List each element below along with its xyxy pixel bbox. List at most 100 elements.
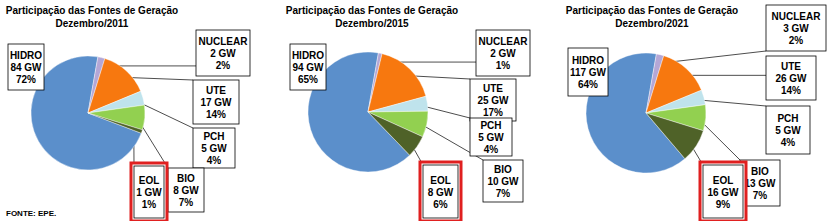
pie: [31, 56, 145, 170]
label-frame: [470, 118, 512, 156]
gw-label: 1 GW: [136, 187, 162, 198]
label-box: PCH5 GW4%: [470, 118, 512, 156]
label-box: HIDRO94 GW65%: [290, 44, 326, 90]
slice-label: BIO: [177, 173, 195, 184]
label-frame: [196, 30, 250, 76]
gw-label: 26 GW: [775, 73, 807, 84]
gw-label: 5 GW: [478, 132, 504, 143]
gw-label: 25 GW: [477, 95, 509, 106]
gw-label: 84 GW: [10, 62, 42, 73]
slice-label: EOL: [430, 175, 451, 186]
pie-slice: [368, 96, 428, 112]
highlight-frame: [700, 162, 746, 221]
source-note: FONTE: EPE.: [6, 209, 56, 218]
slice-label: UTE: [781, 61, 801, 72]
label-frame: [568, 48, 608, 96]
label-box: UTE25 GW17%: [470, 79, 516, 121]
data-label: 7%: [753, 190, 768, 201]
chart-title: Participação das Fontes de Geração: [6, 5, 178, 16]
data-label: 64%: [578, 79, 598, 90]
gw-label: 3 GW: [783, 23, 809, 34]
slice-label: UTE: [483, 83, 503, 94]
pie-slice: [646, 113, 703, 159]
gw-label: 17 GW: [200, 97, 232, 108]
label-box: PCH5 GW4%: [193, 128, 235, 168]
highlight-frame: [420, 162, 461, 221]
data-label: 4%: [207, 155, 222, 166]
slice-label: EOL: [139, 175, 160, 186]
label-frame: [193, 128, 235, 168]
data-label: 14%: [781, 85, 801, 96]
label-box: NUCLEAR3 GW2%: [766, 5, 826, 51]
label-frame: [193, 80, 239, 124]
label-box: NUCLEAR2 GW2%: [196, 30, 250, 76]
pie-slice: [368, 112, 423, 155]
slice-label: HIDRO: [572, 55, 604, 66]
data-label: 4%: [484, 144, 499, 155]
chart-subtitle: Dezembro/2011: [56, 18, 129, 29]
slice-label: PCH: [203, 131, 224, 142]
pie-panel: Participação das Fontes de GeraçãoDezemb…: [566, 5, 826, 221]
label-box: EOL16 GW9%: [700, 162, 746, 221]
pie-slice: [88, 113, 142, 133]
pie-slice: [88, 105, 145, 130]
label-frame: [476, 30, 530, 76]
data-label: 65%: [298, 74, 318, 85]
gw-label: 117 GW: [570, 67, 607, 78]
label-frame: [290, 44, 326, 90]
gw-label: 94 GW: [292, 62, 324, 73]
label-frame: [470, 79, 516, 121]
label-frame: [703, 165, 743, 218]
chart-title: Participação das Fontes de Geração: [286, 5, 458, 16]
label-box: HIDRO84 GW72%: [8, 44, 44, 90]
gw-label: 2 GW: [210, 48, 236, 59]
chart-canvas: Participação das Fontes de Geração Dezemb…: [0, 0, 831, 221]
data-label: 2%: [789, 35, 804, 46]
label-frame: [766, 5, 826, 51]
data-label: 14%: [206, 109, 226, 120]
slice-label: BIO: [751, 166, 769, 177]
slice-label: BIO: [494, 164, 512, 175]
label-box: BIO10 GW7%: [483, 160, 523, 202]
label-box: BIO8 GW7%: [168, 168, 204, 212]
label-frame: [766, 56, 816, 100]
label-box: UTE26 GW14%: [766, 56, 816, 100]
data-label: 9%: [716, 199, 731, 210]
gw-label: 2 GW: [490, 48, 516, 59]
gw-label: 16 GW: [707, 187, 739, 198]
data-label: 1%: [142, 199, 157, 210]
data-label: 17%: [483, 107, 503, 118]
label-frame: [483, 160, 523, 202]
label-box: PCH5 GW4%: [766, 106, 810, 154]
chart-subtitle: Dezembro/2021: [615, 18, 689, 29]
data-label: 4%: [781, 137, 796, 148]
slice-label: NUCLEAR: [772, 11, 822, 22]
leader-line: [695, 100, 766, 106]
background: [0, 0, 831, 221]
data-label: 2%: [216, 60, 231, 71]
data-label: 1%: [496, 60, 511, 71]
slice-label: NUCLEAR: [479, 36, 529, 47]
label-frame: [423, 165, 458, 218]
label-frame: [766, 106, 810, 154]
label-box: NUCLEAR2 GW1%: [476, 30, 530, 76]
label-box: UTE17 GW14%: [193, 80, 239, 124]
slice-label: HIDRO: [10, 50, 42, 61]
data-label: 72%: [16, 74, 36, 85]
data-label: 6%: [433, 199, 448, 210]
gw-label: 5 GW: [201, 143, 227, 154]
gw-label: 8 GW: [428, 187, 454, 198]
gw-label: 10 GW: [487, 176, 519, 187]
label-box: EOL8 GW6%: [420, 162, 461, 221]
chart-subtitle: Dezembro/2015: [335, 18, 409, 29]
gw-label: 5 GW: [775, 125, 801, 136]
slice-label: NUCLEAR: [199, 36, 249, 47]
label-frame: [8, 44, 44, 90]
label-box: EOL1 GW1%: [131, 163, 167, 221]
label-frame: [134, 166, 164, 218]
slice-label: UTE: [206, 85, 226, 96]
gw-label: 13 GW: [744, 178, 776, 189]
slice-label: EOL: [713, 175, 734, 186]
data-label: 7%: [496, 188, 511, 199]
slice-label: PCH: [480, 120, 501, 131]
